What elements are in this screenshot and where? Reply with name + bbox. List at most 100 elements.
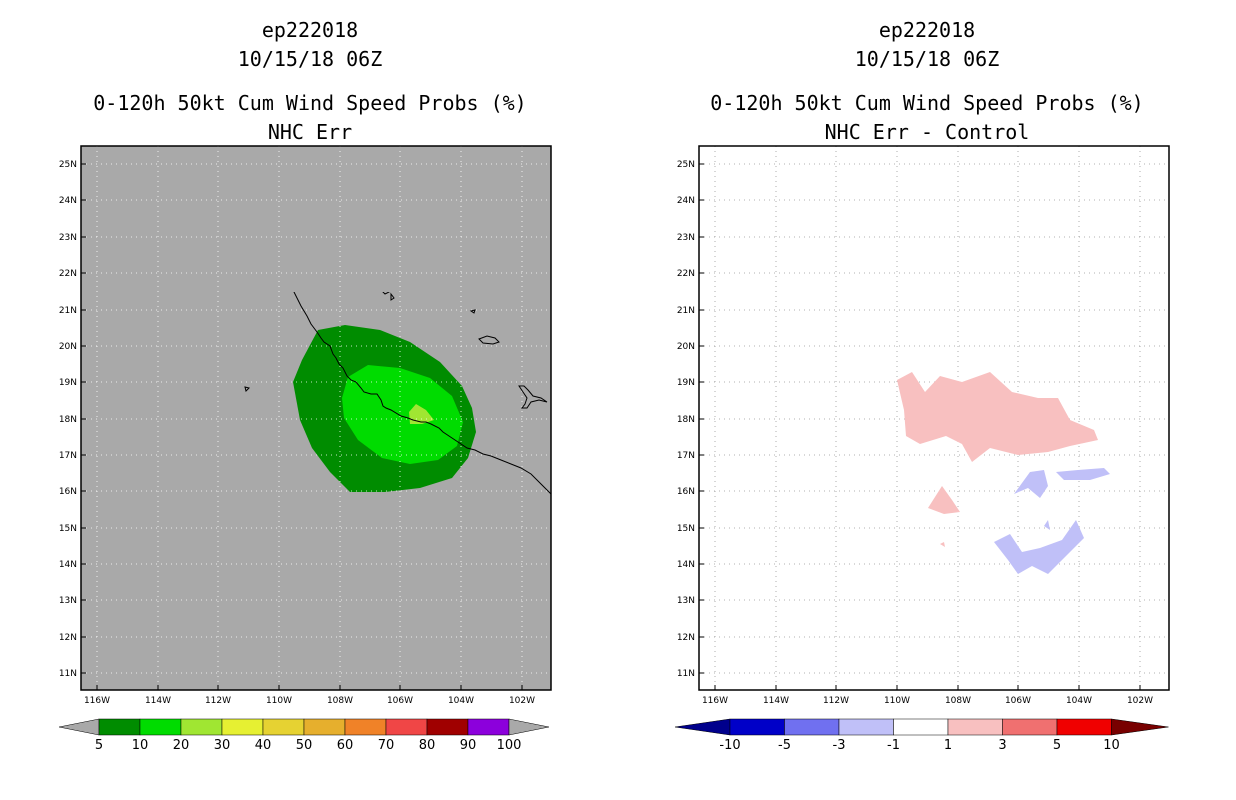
lon-label: 102W [1127, 696, 1153, 706]
lat-label: 20N [677, 342, 695, 352]
left-grid [81, 146, 551, 690]
lon-label: 108W [945, 696, 971, 706]
lon-label: 104W [1066, 696, 1092, 706]
colorbar-swatch [426, 718, 469, 736]
colorbar-swatch [729, 718, 785, 736]
colorbar-label: 80 [419, 738, 436, 753]
colorbar-label: -5 [778, 738, 791, 753]
lon-label: 114W [763, 696, 789, 706]
lat-label: 19N [59, 378, 77, 388]
colorbar-label: 60 [337, 738, 354, 753]
colorbar-swatch [139, 718, 182, 736]
lat-label: 15N [677, 524, 695, 534]
colorbar-label: 90 [460, 738, 477, 753]
lat-label: 14N [677, 560, 695, 570]
colorbar-label: -10 [719, 738, 740, 753]
lat-label: 23N [59, 233, 77, 243]
lat-label: 21N [677, 306, 695, 316]
left-probability-contours [293, 325, 476, 492]
lat-label: 25N [677, 160, 695, 170]
lat-label: 13N [59, 596, 77, 606]
lat-label: 16N [677, 487, 695, 497]
lat-label: 13N [677, 596, 695, 606]
lat-label: 14N [59, 560, 77, 570]
lat-label: 19N [677, 378, 695, 388]
colorbar-label: 10 [132, 738, 149, 753]
colorbar-label: 1 [944, 738, 952, 753]
right-lon-axis: 116W 114W 112W 110W 108W 106W 104W 102W [702, 685, 1153, 706]
left-lon-axis: 116W 114W 112W 110W 108W 106W 104W 102W [84, 685, 535, 706]
lat-label: 12N [677, 633, 695, 643]
colorbar-label: 20 [173, 738, 190, 753]
colorbar-swatch [947, 718, 1003, 736]
colorbar-swatch [784, 718, 840, 736]
colorbar-swatch [180, 718, 223, 736]
lat-label: 17N [59, 451, 77, 461]
lon-label: 112W [205, 696, 231, 706]
right-subtitle: NHC Err - Control [824, 120, 1030, 144]
lat-label: 17N [677, 451, 695, 461]
colorbar-swatch [893, 718, 949, 736]
diff-contour-positive-dot [940, 542, 945, 547]
lat-label: 23N [677, 233, 695, 243]
left-datetime: 10/15/18 06Z [237, 47, 383, 71]
lat-label: 25N [59, 160, 77, 170]
right-map-panel: 25N 24N 23N 22N 21N 20N 19N 18N 17N 16N 15N 14N 13N 1… [674, 145, 1170, 753]
colorbar-swatch [303, 718, 346, 736]
right-difference-contours [897, 372, 1110, 574]
lon-label: 116W [84, 696, 110, 706]
lat-label: 22N [59, 269, 77, 279]
colorbar-low-arrow [58, 718, 100, 736]
lon-label: 104W [448, 696, 474, 706]
lon-label: 116W [702, 696, 728, 706]
colorbar-swatch [1002, 718, 1058, 736]
colorbar-swatch [344, 718, 387, 736]
colorbar-swatch [1056, 718, 1112, 736]
diff-contour-negative-3 [994, 520, 1084, 574]
lon-label: 106W [1005, 696, 1031, 706]
left-colorbar: 5 10 20 30 40 50 60 70 80 90 100 [58, 718, 550, 753]
diff-contour-negative-4 [1044, 520, 1050, 530]
lat-label: 16N [59, 487, 77, 497]
lat-label: 11N [677, 669, 695, 679]
lon-label: 112W [823, 696, 849, 706]
colorbar-swatch [385, 718, 428, 736]
diff-contour-negative-2 [1056, 468, 1110, 480]
lat-label: 18N [677, 415, 695, 425]
lon-label: 108W [327, 696, 353, 706]
lon-label: 114W [145, 696, 171, 706]
right-colorbar: -10 -5 -3 -1 1 3 5 10 [674, 718, 1169, 753]
lon-label: 102W [509, 696, 535, 706]
lat-label: 22N [677, 269, 695, 279]
colorbar-label: 10 [1103, 738, 1120, 753]
lon-label: 110W [266, 696, 292, 706]
right-product-title: 0-120h 50kt Cum Wind Speed Probs (%) [710, 91, 1144, 115]
lon-label: 110W [884, 696, 910, 706]
colorbar-swatch [221, 718, 264, 736]
diff-contour-negative-1 [1014, 470, 1048, 498]
colorbar-swatch [838, 718, 894, 736]
colorbar-label: 30 [214, 738, 231, 753]
lat-label: 21N [59, 306, 77, 316]
right-map-frame [698, 145, 1170, 691]
left-subtitle: NHC Err [267, 120, 353, 144]
lat-label: 18N [59, 415, 77, 425]
colorbar-high-arrow [1111, 718, 1169, 736]
colorbar-low-arrow [674, 718, 731, 736]
left-product-title: 0-120h 50kt Cum Wind Speed Probs (%) [93, 91, 527, 115]
lat-label: 15N [59, 524, 77, 534]
right-storm-id: ep222018 [878, 18, 976, 42]
diff-contour-positive-small [928, 486, 960, 514]
lat-label: 12N [59, 633, 77, 643]
lon-label: 106W [387, 696, 413, 706]
lat-label: 24N [59, 196, 77, 206]
colorbar-label: 50 [296, 738, 313, 753]
left-map-frame [80, 145, 552, 691]
left-map-panel: 25N 24N 23N 22N 21N 20N 19N 18N 17N 16N 15N 14N 13N 1… [58, 145, 552, 753]
right-datetime: 10/15/18 06Z [854, 47, 1000, 71]
left-lat-axis: 25N 24N 23N 22N 21N 20N 19N 18N 17N 16N 15N 14N 13N 1… [59, 160, 86, 679]
colorbar-swatch [467, 718, 510, 736]
colorbar-swatch [98, 718, 141, 736]
prob-contour-10-20 [342, 365, 463, 464]
